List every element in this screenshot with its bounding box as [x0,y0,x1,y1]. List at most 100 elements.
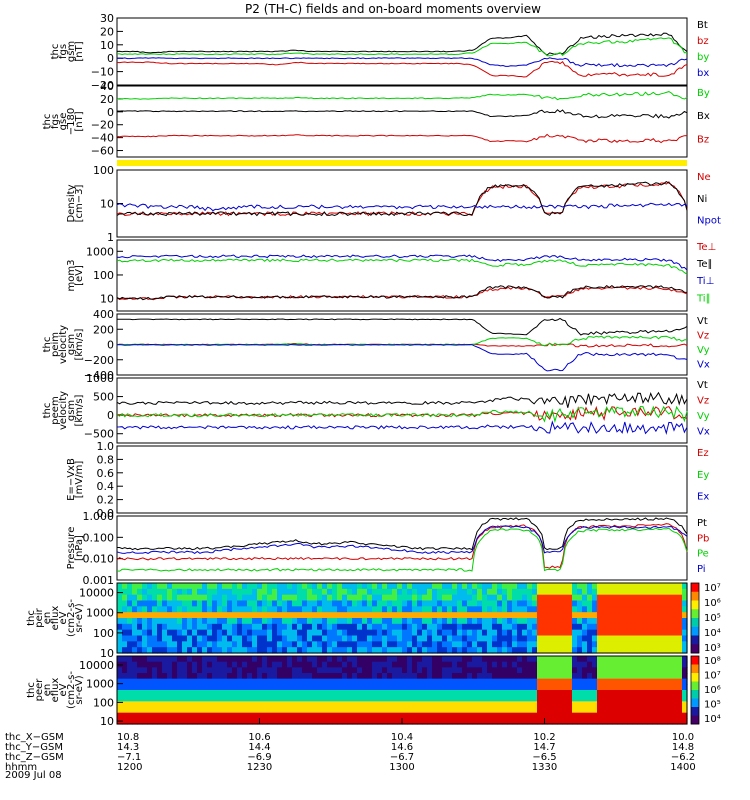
heatmap-cell [252,673,258,680]
heatmap-cell [242,701,248,708]
heatmap-cell [232,667,238,674]
heatmap-cell [667,635,673,642]
y-tick-label: 10 [100,647,114,660]
heatmap-cell [177,656,183,663]
heatmap-cell [417,690,423,697]
heatmap-cell [187,606,193,613]
y-tick-label: −500 [84,428,114,441]
heatmap-cell [127,707,133,714]
heatmap-cell [412,641,418,648]
heatmap-cell [167,588,173,596]
heatmap-cell [132,600,138,607]
heatmap-cell [587,641,593,648]
heatmap-cell [172,623,178,631]
heatmap-cell [412,600,418,607]
heatmap-cell [207,641,213,648]
heatmap-cell [552,684,558,691]
heatmap-cell [262,623,268,631]
heatmap-cell [627,667,633,674]
heatmap-cell [452,594,458,602]
heatmap-cell [337,647,343,654]
heatmap-cell [487,695,493,702]
heatmap-cell [642,600,648,607]
heatmap-cell [137,600,143,607]
heatmap-cell [232,656,238,663]
heatmap-cell [537,678,543,685]
heatmap-cell [142,647,148,654]
heatmap-cell [642,656,648,663]
heatmap-cell [207,588,213,596]
heatmap-cell [447,656,453,663]
y-axis-label: −180 [66,108,77,135]
heatmap-cell [567,612,573,619]
heatmap-cell [537,635,543,642]
heatmap-cell [502,606,508,613]
heatmap-cell [497,606,503,613]
heatmap-cell [407,600,413,607]
heatmap-cell [322,718,328,725]
heatmap-cell [412,618,418,625]
heatmap-cell [152,588,158,596]
heatmap-cell [547,718,553,725]
heatmap-cell [337,612,343,619]
heatmap-cell [247,690,253,697]
heatmap-cell [427,684,433,691]
heatmap-cell [167,629,173,637]
heatmap-cell [272,678,278,685]
heatmap-cell [422,618,428,625]
heatmap-cell [662,695,668,702]
heatmap-cell [572,618,578,625]
heatmap-cell [617,618,623,625]
heatmap-cell [432,612,438,619]
heatmap-cell [242,695,248,702]
heatmap-cell [527,673,533,680]
heatmap-cell [457,712,463,719]
heatmap-cell [257,678,263,685]
heatmap-cell [342,612,348,619]
heatmap-cell [257,684,263,691]
heatmap-cell [277,712,283,719]
heatmap-cell [447,707,453,714]
heatmap-cell [297,690,303,697]
heatmap-cell [117,701,123,708]
heatmap-cell [507,712,513,719]
heatmap-cell [312,690,318,697]
series-line-red [116,60,688,78]
heatmap-cell [552,623,558,631]
y-axis-label: Density [66,184,77,222]
heatmap-cell [677,583,683,590]
heatmap-cell [332,695,338,702]
heatmap-cell [327,623,333,631]
heatmap-cell [407,588,413,596]
heatmap-cell [307,606,313,613]
heatmap-cell [142,641,148,648]
heatmap-cell [412,606,418,613]
heatmap-cell [602,618,608,625]
heatmap-cell [297,629,303,637]
heatmap-cell [212,661,218,668]
heatmap-cell [347,641,353,648]
heatmap-cell [172,701,178,708]
heatmap-cell [462,707,468,714]
heatmap-cell [442,606,448,613]
heatmap-cell [192,600,198,607]
heatmap-cell [262,673,268,680]
colorbar-tick-label: 10⁷ [704,583,721,594]
heatmap-cell [482,661,488,668]
y-tick-label: −10 [91,66,114,79]
heatmap-cell [562,641,568,648]
heatmap-cell [502,718,508,725]
heatmap-cell [237,618,243,625]
heatmap-cell [292,618,298,625]
y-axis-label: peim [50,332,61,357]
heatmap-cell [437,667,443,674]
heatmap-cell [397,656,403,663]
heatmap-cell [342,629,348,637]
heatmap-cell [162,690,168,697]
heatmap-cell [362,629,368,637]
heatmap-cell [552,695,558,702]
heatmap-cell [327,583,333,590]
heatmap-cell [242,647,248,654]
heatmap-cell [237,667,243,674]
heatmap-cell [552,647,558,654]
